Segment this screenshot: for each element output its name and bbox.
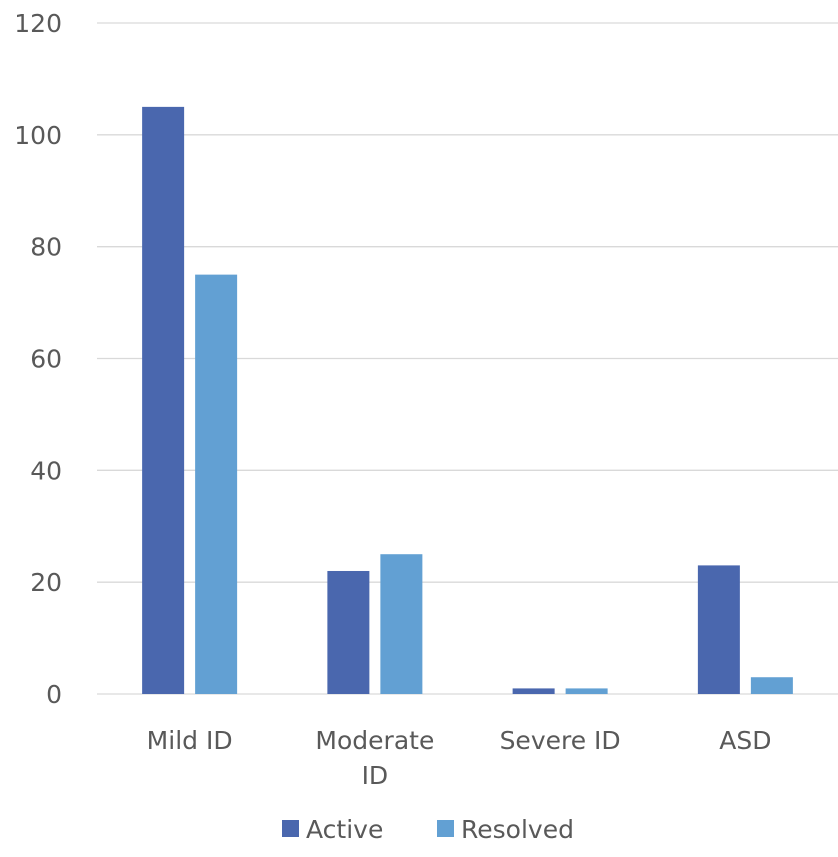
y-tick-label: 0 (46, 680, 62, 709)
x-category-label: ASD (719, 726, 771, 755)
bar-active-1 (327, 570, 370, 694)
bar-resolved-1 (380, 554, 423, 694)
bar-resolved-0 (195, 274, 238, 694)
y-tick-label: 100 (14, 121, 62, 150)
x-category-label: Severe ID (500, 726, 621, 755)
bars (142, 106, 793, 694)
x-category-label: Mild ID (147, 726, 233, 755)
y-tick-label: 120 (14, 9, 62, 38)
y-tick-label: 80 (30, 233, 62, 262)
x-category-label: Moderate ID (315, 726, 434, 790)
legend-label-resolved: Resolved (461, 815, 574, 844)
bar-resolved-2 (565, 688, 608, 694)
bar-active-2 (512, 688, 555, 694)
legend-swatch-resolved (437, 820, 454, 837)
legend-label-active: Active (306, 815, 383, 844)
legend: Active Resolved (282, 815, 574, 844)
bar-resolved-3 (750, 677, 793, 694)
x-axis-category-labels: Mild ID Moderate ID Severe ID ASD (147, 726, 772, 790)
bar-active-0 (142, 106, 185, 694)
y-axis-tick-labels: 0 20 40 60 80 100 120 (14, 9, 62, 709)
y-tick-label: 40 (30, 456, 62, 485)
legend-swatch-active (282, 820, 299, 837)
y-tick-label: 20 (30, 568, 62, 597)
bar-active-3 (697, 565, 740, 694)
y-tick-label: 60 (30, 345, 62, 374)
